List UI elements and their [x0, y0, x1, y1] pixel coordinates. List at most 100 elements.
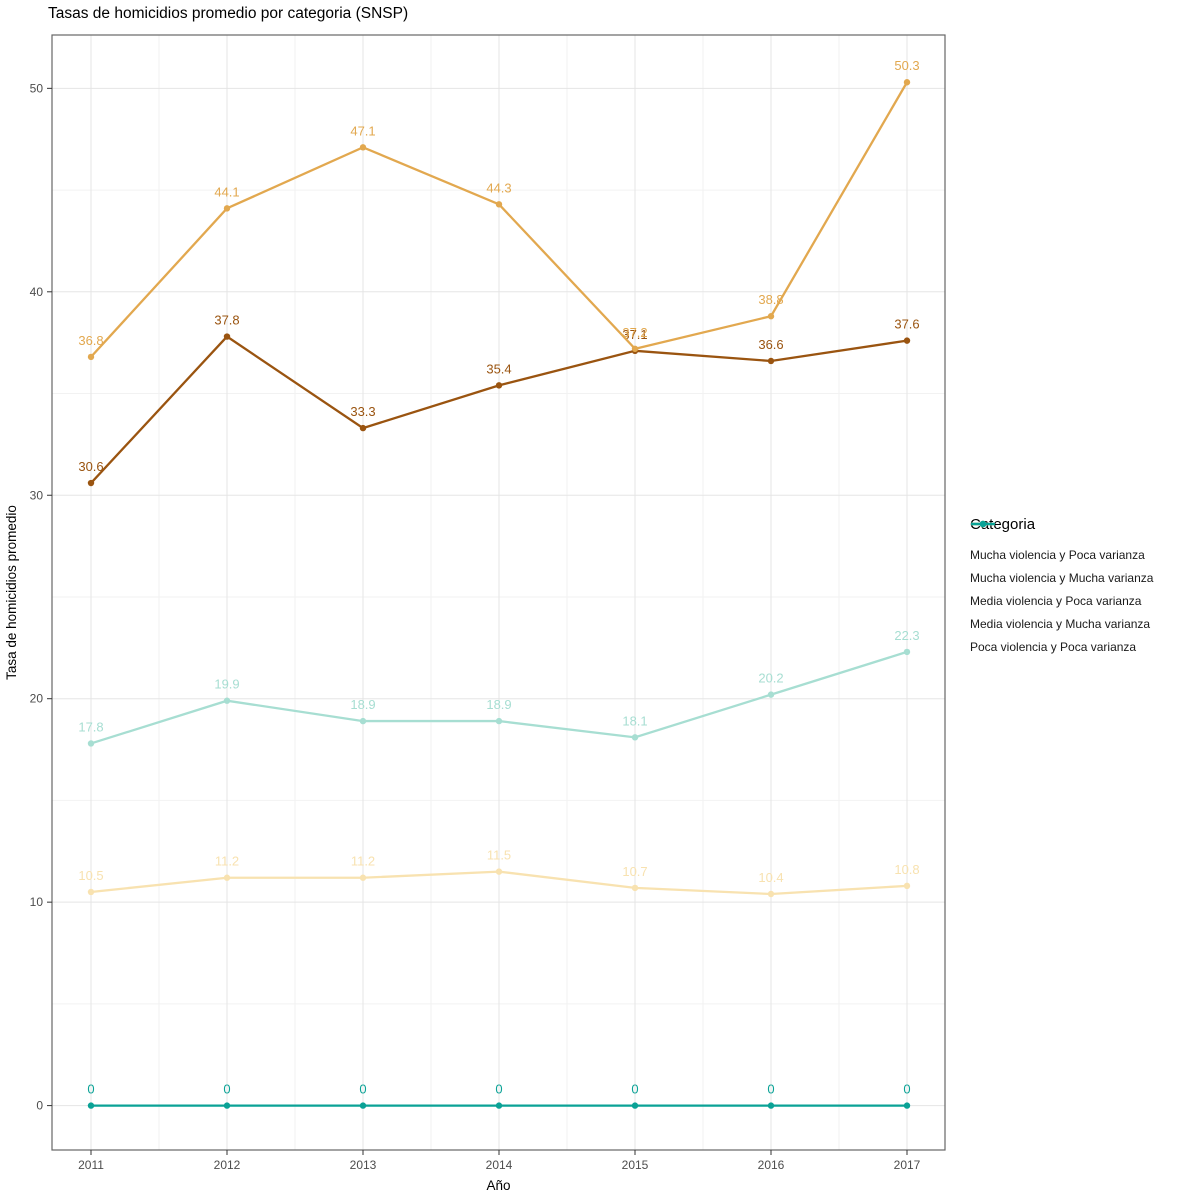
data-label: 35.4 [486, 361, 511, 376]
data-point [631, 345, 639, 352]
data-point [903, 337, 911, 344]
data-point [767, 357, 775, 365]
series-2: 10.5 11.2 11.2 11.5 10.7 10.4 10.8 [78, 848, 920, 898]
data-label: 38.8 [758, 292, 783, 307]
data-label: 17.8 [78, 719, 103, 734]
svg-text:2011: 2011 [78, 1158, 104, 1172]
x-axis-title: Año [486, 1178, 510, 1193]
data-label: 47.1 [350, 123, 375, 138]
svg-text:2016: 2016 [758, 1158, 785, 1172]
data-label: 44.1 [214, 184, 239, 199]
data-label: 22.3 [894, 628, 919, 643]
svg-text:0: 0 [36, 1099, 43, 1113]
data-label: 18.1 [622, 713, 647, 728]
svg-text:20: 20 [30, 692, 44, 706]
data-point [223, 874, 231, 881]
data-label: 0 [359, 1082, 366, 1097]
series-4: 0 0 0 0 0 0 0 [87, 1082, 911, 1109]
data-label: 44.3 [486, 180, 511, 195]
legend-label: Mucha violencia y Poca varianza [970, 547, 1145, 562]
data-point [87, 353, 95, 361]
data-label: 0 [903, 1082, 910, 1097]
data-label: 0 [87, 1082, 94, 1097]
data-point [223, 333, 231, 340]
svg-text:40: 40 [30, 285, 44, 299]
svg-text:50: 50 [30, 81, 44, 95]
data-label: 33.3 [350, 404, 375, 419]
data-label: 18.9 [350, 697, 375, 712]
data-point [87, 888, 95, 896]
data-point [87, 740, 95, 747]
data-label: 0 [495, 1082, 502, 1097]
series-1: 36.8 44.1 47.1 44.3 37.2 38.8 50.3 [78, 58, 920, 361]
svg-text:2012: 2012 [214, 1158, 241, 1172]
data-point [767, 1102, 775, 1109]
svg-text:30: 30 [30, 488, 44, 502]
data-point [767, 890, 775, 898]
data-point [359, 424, 367, 432]
series-3: 17.8 19.9 18.9 18.9 18.1 20.2 22.3 [78, 628, 920, 747]
data-label: 11.5 [487, 848, 511, 863]
data-point [631, 884, 639, 892]
axis-ticks [47, 87, 908, 1155]
data-label: 0 [767, 1082, 774, 1097]
data-point [495, 717, 503, 725]
data-point [903, 79, 911, 86]
data-label: 37.6 [894, 317, 919, 332]
data-label: 11.2 [351, 854, 375, 869]
data-label: 36.8 [78, 333, 103, 348]
axis-tick-labels: 0 10 20 30 40 50 2011 2012 2013 2014 2015 2016 2017 [30, 81, 921, 1172]
data-label: 30.6 [78, 459, 103, 474]
svg-text:2014: 2014 [486, 1158, 513, 1172]
data-point [223, 205, 231, 212]
data-point [903, 1102, 911, 1109]
legend: Categoria Mucha violencia y Poca varianz… [970, 516, 1198, 658]
chart-title: Tasas de homicidios promedio por categor… [48, 5, 409, 22]
legend-item-3: Media violencia y Mucha varianza [970, 520, 1198, 635]
data-label: 10.5 [78, 868, 103, 883]
legend-label: Poca violencia y Poca varianza [970, 639, 1137, 654]
data-label: 37.2 [622, 325, 647, 340]
data-label: 37.1 [622, 327, 647, 342]
data-label: 37.8 [214, 313, 239, 328]
svg-text:2015: 2015 [622, 1158, 649, 1172]
data-label: 10.4 [758, 870, 783, 885]
data-point [359, 717, 367, 725]
data-point [359, 1102, 367, 1109]
legend-item-0: Mucha violencia y Poca varianza [970, 520, 1198, 566]
data-point [359, 144, 367, 151]
data-label: 50.3 [894, 58, 919, 73]
svg-text:2017: 2017 [894, 1158, 921, 1172]
data-point [223, 697, 231, 704]
data-point [767, 313, 775, 320]
legend-items: Mucha violencia y Poca varianza Mucha vio… [970, 520, 1198, 658]
data-label: 11.2 [215, 854, 239, 869]
data-point [359, 874, 367, 881]
legend-key-icon [971, 520, 995, 528]
data-point [495, 382, 503, 389]
svg-text:2013: 2013 [350, 1158, 377, 1172]
data-label: 20.2 [758, 671, 783, 686]
legend-item-1: Mucha violencia y Mucha varianza [970, 520, 1198, 589]
data-label: 0 [631, 1082, 638, 1097]
data-point [495, 1102, 503, 1109]
data-label: 10.7 [622, 864, 647, 879]
data-point [767, 691, 775, 698]
y-axis-title: Tasa de homicidios promedio [4, 505, 19, 680]
data-point [631, 734, 639, 741]
svg-text:10: 10 [30, 895, 44, 909]
data-label: 0 [223, 1082, 230, 1097]
legend-item-4: Poca violencia y Poca varianza [970, 520, 1198, 658]
data-point [495, 868, 503, 875]
data-point [903, 648, 911, 656]
data-point [631, 1102, 639, 1109]
data-label: 18.9 [486, 697, 511, 712]
data-point [903, 882, 911, 890]
data-point [223, 1102, 231, 1109]
legend-label: Media violencia y Mucha varianza [970, 616, 1151, 631]
data-point [495, 201, 503, 208]
legend-item-2: Media violencia y Poca varianza [970, 520, 1198, 612]
data-label: 36.6 [758, 337, 783, 352]
